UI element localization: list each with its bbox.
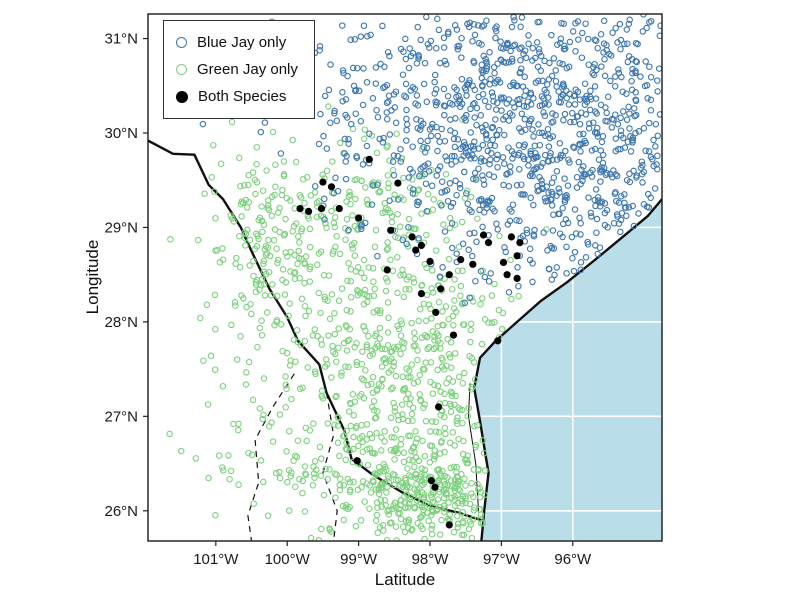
y-axis-title: Longitude [83, 239, 102, 315]
svg-text:97°W: 97°W [483, 551, 521, 568]
svg-text:96°W: 96°W [554, 551, 592, 568]
legend-item: Green Jay only [176, 56, 298, 83]
svg-text:29°N: 29°N [104, 219, 138, 236]
coastline [473, 198, 662, 541]
svg-text:31°N: 31°N [104, 31, 138, 48]
legend-label: Green Jay only [197, 61, 298, 78]
legend: Blue Jay only Green Jay only Both Species [163, 20, 315, 119]
state-border-dashed-line [247, 373, 295, 541]
green-jay-points [166, 103, 550, 541]
legend-label: Both Species [198, 88, 287, 105]
blue-jay-marker-icon [176, 37, 187, 48]
svg-text:26°N: 26°N [104, 503, 138, 520]
svg-text:98°W: 98°W [412, 551, 450, 568]
both-marker-icon [176, 90, 188, 103]
axis-ticks [143, 37, 574, 546]
plot-area [148, 14, 662, 541]
both-species-points [296, 155, 524, 529]
blue-jay-points [199, 14, 662, 307]
legend-item: Blue Jay only [176, 29, 298, 56]
svg-text:27°N: 27°N [104, 408, 138, 425]
svg-text:30°N: 30°N [104, 125, 138, 142]
svg-text:100°W: 100°W [265, 551, 311, 568]
x-tick-labels: 101°W 100°W 99°W 98°W 97°W 96°W [193, 551, 592, 568]
legend-item: Both Species [176, 83, 298, 110]
svg-text:28°N: 28°N [104, 314, 138, 331]
gulf-of-mexico-sea [474, 199, 662, 541]
legend-label: Blue Jay only [197, 34, 287, 51]
svg-text:99°W: 99°W [340, 551, 378, 568]
state-border-dashed-line [322, 392, 338, 541]
rio-grande-border-line [148, 139, 482, 522]
green-jay-marker-icon [176, 64, 187, 75]
svg-text:101°W: 101°W [193, 551, 239, 568]
panel-border [147, 13, 663, 542]
y-tick-labels: 31°N 30°N 29°N 28°N 27°N 26°N [104, 31, 138, 520]
x-axis-title: Latitude [374, 570, 436, 589]
